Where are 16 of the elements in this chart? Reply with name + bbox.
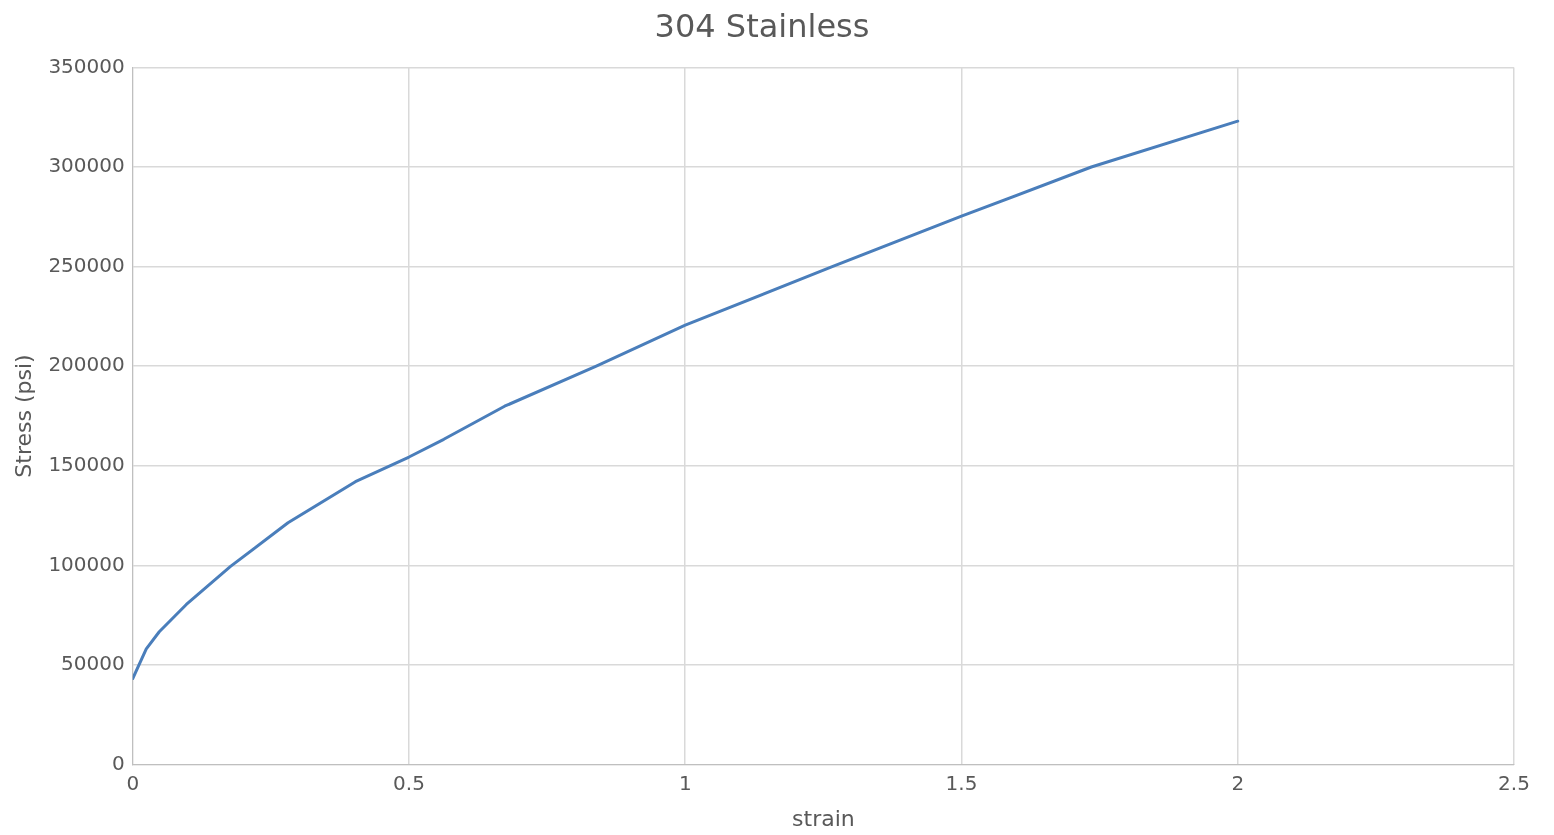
y-tick-label: 250000 bbox=[48, 252, 125, 277]
x-axis-title: strain bbox=[792, 805, 855, 831]
x-tick-label: 1.5 bbox=[945, 770, 978, 795]
y-tick-label: 200000 bbox=[48, 352, 125, 377]
y-tick-label: 350000 bbox=[48, 53, 125, 78]
x-tick-label: 2.5 bbox=[1498, 770, 1530, 795]
y-tick-label: 100000 bbox=[48, 551, 125, 576]
x-tick-label: 1 bbox=[678, 770, 692, 795]
y-tick-label: 0 bbox=[112, 750, 125, 775]
x-tick-label: 2 bbox=[1231, 770, 1245, 795]
y-tick-label: 150000 bbox=[48, 452, 125, 476]
chart-title: 304 Stainless bbox=[654, 6, 870, 45]
y-tick-label: 300000 bbox=[48, 153, 125, 178]
y-tick-label: 50000 bbox=[61, 651, 125, 676]
x-tick-label: 0.5 bbox=[393, 770, 425, 795]
y-axis-title: Stress (psi) bbox=[10, 354, 36, 478]
